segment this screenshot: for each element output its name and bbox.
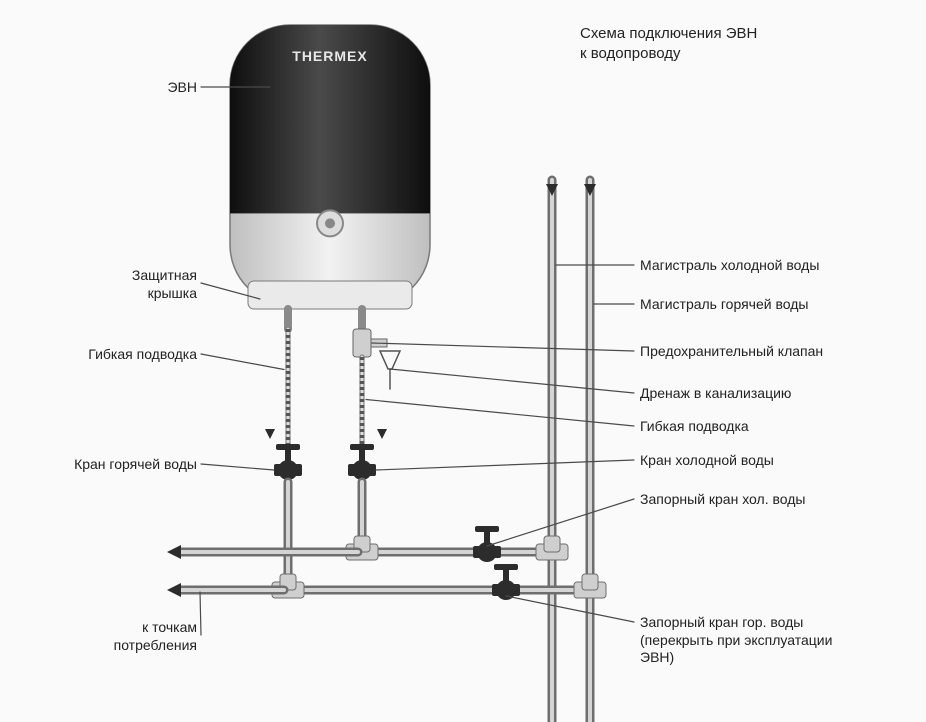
- label-cold-tap: Кран холодной воды: [640, 452, 774, 470]
- protective-cover: [248, 281, 412, 309]
- diagram-title: Схема подключения ЭВН к водопроводу: [580, 24, 757, 65]
- label-shut-cold: Запорный кран хол. воды: [640, 491, 805, 509]
- label-cold-main: Магистраль холодной воды: [640, 257, 819, 275]
- safety-valve: [353, 329, 371, 357]
- label-cover: Защитная крышка: [32, 267, 197, 302]
- label-to-points: к точкам потребления: [32, 619, 197, 654]
- label-flex-left: Гибкая подводка: [32, 346, 197, 364]
- drain-funnel: [380, 351, 400, 369]
- label-drain: Дренаж в канализацию: [640, 385, 791, 403]
- label-evn: ЭВН: [32, 79, 197, 97]
- label-hot-main: Магистраль горячей воды: [640, 296, 808, 314]
- label-hot-tap: Кран горячей воды: [32, 456, 197, 474]
- label-shut-hot: Запорный кран гор. воды (перекрыть при э…: [640, 614, 832, 667]
- label-safety: Предохранительный клапан: [640, 343, 823, 361]
- label-flex-right: Гибкая подводка: [640, 418, 749, 436]
- svg-text:THERMEX: THERMEX: [292, 48, 367, 64]
